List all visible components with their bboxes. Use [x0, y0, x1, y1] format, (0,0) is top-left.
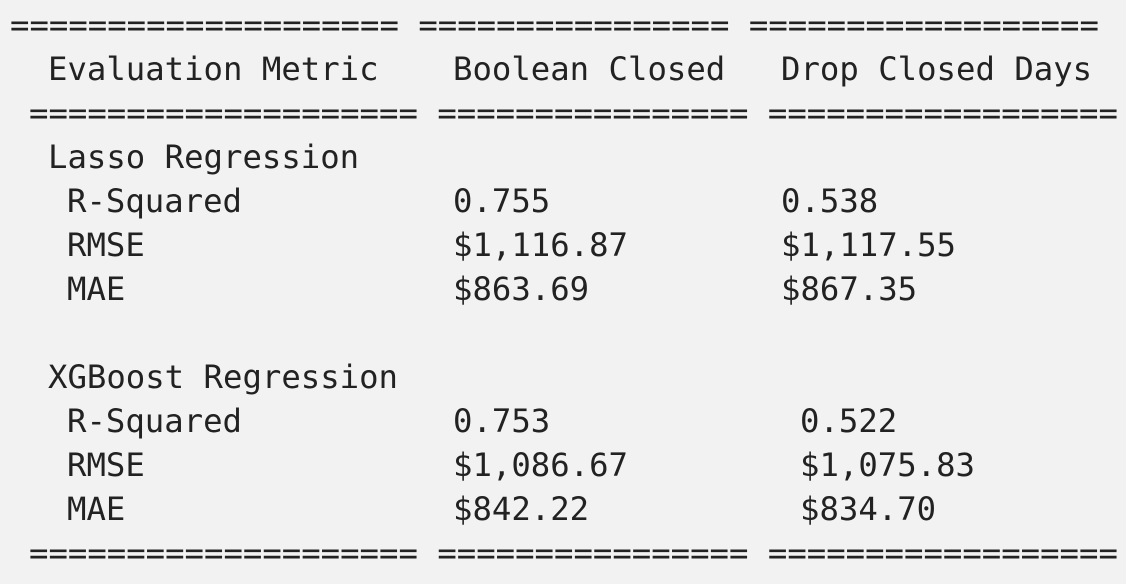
- row-metric: R-Squared: [67, 402, 242, 440]
- header-boolean-closed: Boolean Closed: [453, 50, 726, 88]
- row-drop-closed-days: $1,075.83: [800, 446, 975, 484]
- header-underline-rule: ==================== ================ ==…: [29, 94, 1118, 132]
- row-drop-closed-days: $834.70: [800, 490, 937, 528]
- section-title-lasso: Lasso Regression: [48, 138, 360, 176]
- header-metric: Evaluation Metric: [48, 50, 379, 88]
- row-drop-closed-days: 0.538: [781, 182, 879, 220]
- row-boolean-closed: $863.69: [453, 270, 590, 308]
- row-boolean-closed: 0.755: [453, 182, 551, 220]
- bottom-rule: ==================== ================ ==…: [29, 534, 1118, 572]
- row-boolean-closed: 0.753: [453, 402, 551, 440]
- row-metric: MAE: [67, 270, 126, 308]
- row-drop-closed-days: 0.522: [800, 402, 898, 440]
- row-metric: RMSE: [67, 226, 145, 264]
- row-metric: RMSE: [67, 446, 145, 484]
- header-drop-closed-days: Drop Closed Days: [781, 50, 1093, 88]
- row-drop-closed-days: $867.35: [781, 270, 918, 308]
- section-title-xgboost: XGBoost Regression: [48, 358, 398, 396]
- row-boolean-closed: $1,086.67: [453, 446, 628, 484]
- top-rule: ==================== ================ ==…: [10, 6, 1099, 44]
- row-metric: MAE: [67, 490, 126, 528]
- row-boolean-closed: $1,116.87: [453, 226, 628, 264]
- row-metric: R-Squared: [67, 182, 242, 220]
- row-drop-closed-days: $1,117.55: [781, 226, 956, 264]
- row-boolean-closed: $842.22: [453, 490, 590, 528]
